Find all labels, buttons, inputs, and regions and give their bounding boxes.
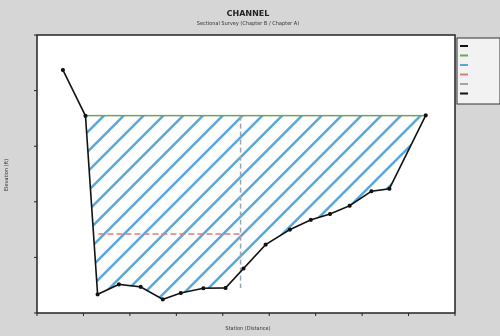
ground-point [347, 203, 352, 208]
ground-point [201, 286, 206, 291]
ground-point [287, 227, 292, 232]
chart-subtitle: Sectional Survey (Chapter B / Chapter A) [197, 21, 299, 27]
ground-point [423, 113, 428, 118]
ground-point [116, 282, 121, 287]
y-axis-label: Elevation (ft) [4, 159, 10, 191]
x-axis-label: Station (Distance) [225, 326, 270, 332]
ground-point [369, 189, 374, 194]
ground-point [223, 285, 228, 290]
ground-profile-line [62, 69, 427, 301]
wetted-area-hatch [85, 115, 425, 300]
ground-point [138, 284, 143, 289]
ground-point [160, 297, 165, 302]
chart-title: CHANNEL [227, 9, 270, 18]
ground-point [83, 113, 88, 118]
ground-point [241, 266, 246, 271]
ground-point [178, 290, 183, 295]
ground-point [328, 212, 333, 217]
legend [456, 37, 500, 105]
ground-point [308, 217, 313, 222]
ground-point [60, 68, 65, 73]
ground-point [263, 242, 268, 247]
ground-point [95, 292, 100, 297]
ground-point [387, 186, 392, 191]
